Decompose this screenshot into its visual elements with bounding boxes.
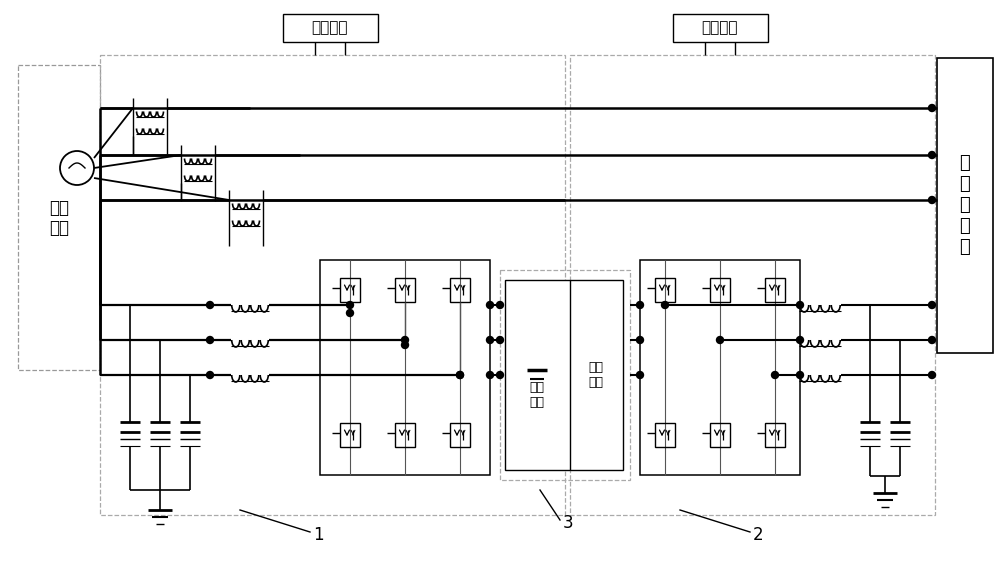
Text: 市电
配网: 市电 配网 — [49, 199, 69, 237]
Text: 3: 3 — [563, 514, 574, 532]
Circle shape — [486, 302, 494, 309]
Text: 1: 1 — [313, 526, 324, 544]
Bar — [655, 278, 675, 302]
Bar — [340, 423, 360, 447]
Bar — [672, 14, 768, 42]
Circle shape — [928, 104, 936, 112]
Circle shape — [402, 342, 409, 349]
Circle shape — [347, 302, 354, 309]
Bar — [765, 278, 785, 302]
Circle shape — [637, 336, 644, 343]
Circle shape — [716, 336, 724, 343]
Text: 非
线
性
负
载: 非 线 性 负 载 — [960, 155, 970, 255]
Text: 蓄电
装置: 蓄电 装置 — [529, 381, 544, 409]
Circle shape — [207, 302, 214, 309]
Circle shape — [928, 336, 936, 343]
Circle shape — [796, 302, 804, 309]
Bar — [710, 278, 730, 302]
Circle shape — [496, 336, 504, 343]
Circle shape — [402, 336, 409, 343]
Circle shape — [207, 372, 214, 379]
Circle shape — [796, 372, 804, 379]
Bar — [640, 260, 800, 475]
Circle shape — [347, 310, 354, 317]
Bar — [655, 423, 675, 447]
Bar — [505, 280, 623, 470]
Circle shape — [496, 302, 504, 309]
Bar — [500, 270, 630, 480]
Bar — [710, 423, 730, 447]
Circle shape — [928, 196, 936, 203]
Bar — [570, 55, 935, 515]
Circle shape — [637, 302, 644, 309]
Bar — [18, 65, 100, 370]
Bar — [320, 260, 490, 475]
Bar — [450, 423, 470, 447]
Bar — [283, 14, 378, 42]
Text: 光伏
阵列: 光伏 阵列 — [588, 361, 603, 389]
Circle shape — [486, 336, 494, 343]
Circle shape — [486, 372, 494, 379]
Bar — [100, 55, 565, 515]
Bar — [395, 423, 415, 447]
Circle shape — [456, 372, 464, 379]
Bar — [937, 58, 993, 353]
Text: 2: 2 — [753, 526, 764, 544]
Text: 光伏并网: 光伏并网 — [702, 20, 738, 35]
Bar — [340, 278, 360, 302]
Circle shape — [207, 336, 214, 343]
Circle shape — [496, 372, 504, 379]
Circle shape — [772, 372, 778, 379]
Bar — [765, 423, 785, 447]
Circle shape — [637, 372, 644, 379]
Circle shape — [928, 152, 936, 159]
Bar — [450, 278, 470, 302]
Circle shape — [928, 372, 936, 379]
Circle shape — [456, 372, 464, 379]
Circle shape — [928, 302, 936, 309]
Text: 光伏并网: 光伏并网 — [312, 20, 348, 35]
Bar — [395, 278, 415, 302]
Circle shape — [796, 336, 804, 343]
Circle shape — [662, 302, 668, 309]
